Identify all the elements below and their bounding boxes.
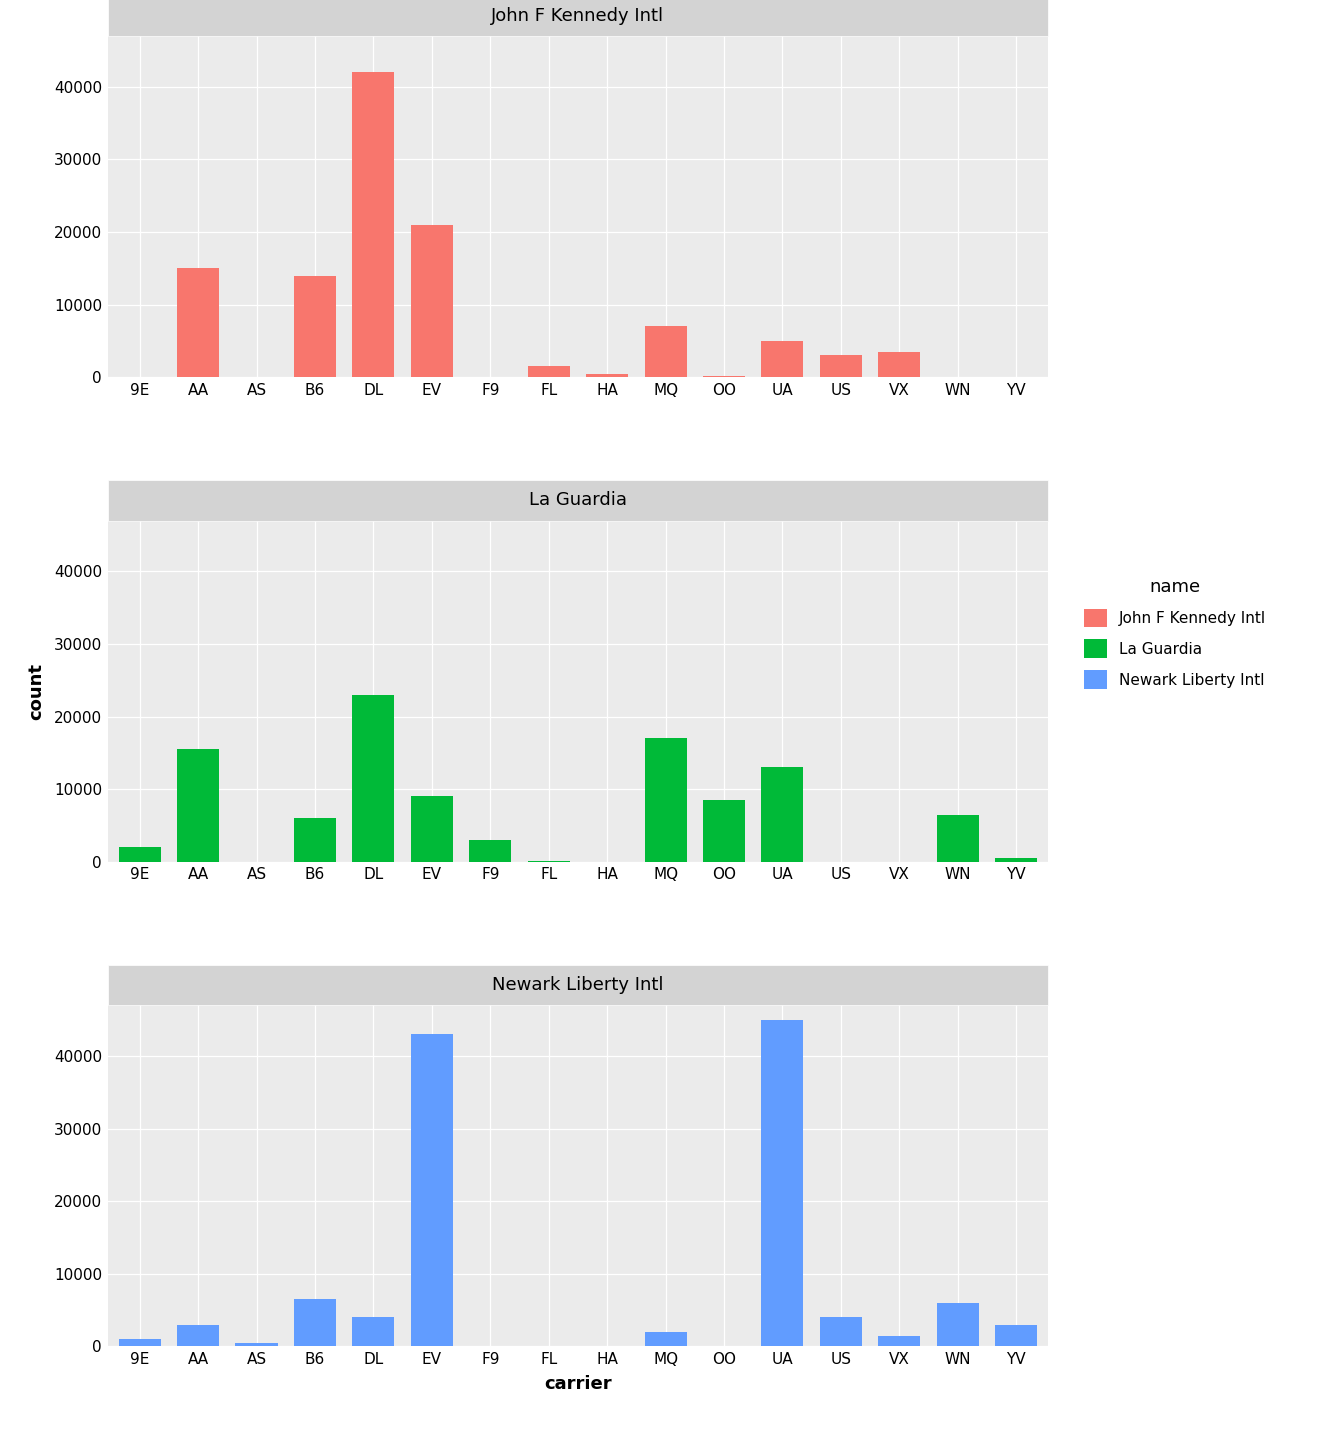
Bar [352,1318,394,1346]
Bar [411,1034,453,1346]
Bar [820,356,862,377]
X-axis label: carrier: carrier [544,1375,612,1394]
Bar [469,840,511,861]
Bar [645,327,687,377]
Bar [937,815,978,861]
Legend: John F Kennedy Intl, La Guardia, Newark Liberty Intl: John F Kennedy Intl, La Guardia, Newark … [1077,570,1274,697]
Bar [528,366,570,377]
Bar [762,1020,804,1346]
Bar [294,818,336,861]
Bar [118,1339,161,1346]
Bar [177,1325,219,1346]
Bar [411,796,453,861]
Bar [352,696,394,861]
Bar [937,1303,978,1346]
Bar [703,801,745,861]
Bar [762,341,804,377]
Bar [352,72,394,377]
Text: La Guardia: La Guardia [530,491,626,510]
Bar [995,1325,1038,1346]
Bar [878,1335,921,1346]
Bar [294,1299,336,1346]
Bar [878,351,921,377]
Text: Newark Liberty Intl: Newark Liberty Intl [492,976,664,994]
Bar [177,268,219,377]
Text: John F Kennedy Intl: John F Kennedy Intl [492,7,664,24]
Bar [177,749,219,861]
Bar [645,739,687,861]
Bar [645,1332,687,1346]
Bar [411,225,453,377]
Bar [294,275,336,377]
Bar [118,847,161,861]
Bar [703,376,745,377]
Bar [586,374,628,377]
Bar [235,1342,278,1346]
Bar [762,768,804,861]
Bar [820,1318,862,1346]
Bar [995,858,1038,861]
Y-axis label: count: count [27,662,46,720]
